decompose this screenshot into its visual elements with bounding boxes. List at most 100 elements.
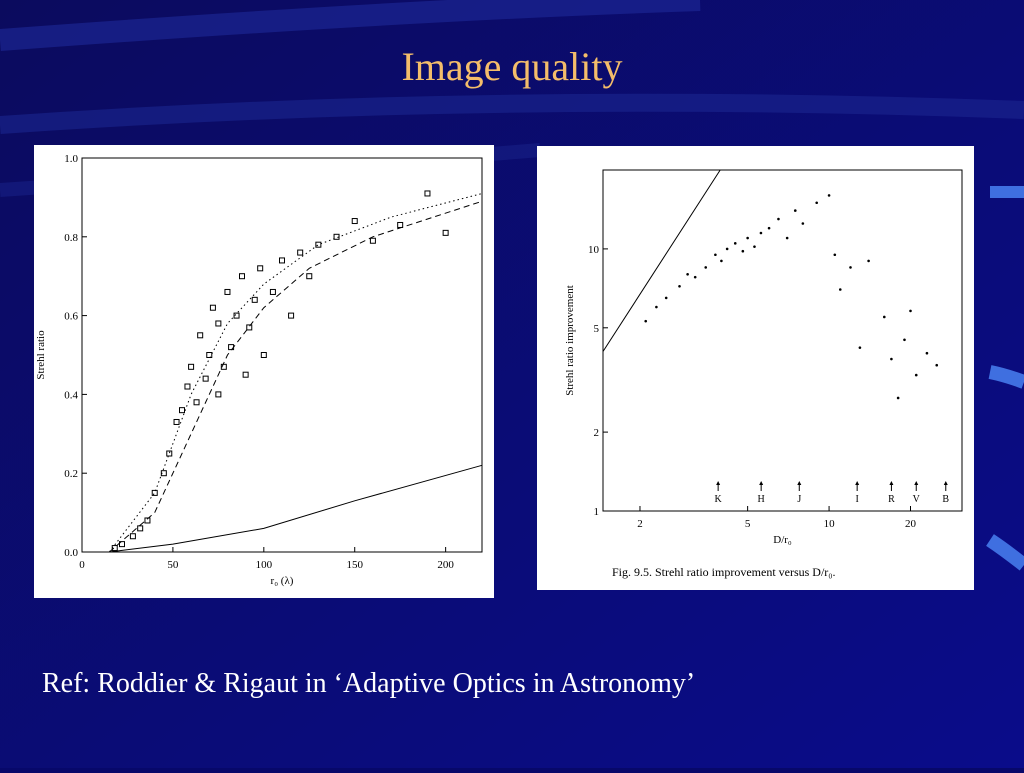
data-point (753, 245, 756, 248)
figure-panel (34, 145, 494, 598)
data-point (288, 312, 295, 319)
data-point (925, 351, 929, 355)
band-arrowhead (716, 481, 721, 485)
data-point (678, 284, 681, 288)
data-point (914, 373, 918, 377)
data-point (896, 396, 900, 400)
data-point (202, 375, 209, 382)
data-point (269, 288, 276, 295)
data-point (315, 241, 322, 248)
plot-frame (81, 157, 483, 553)
x-tick-label: 10 (824, 518, 836, 530)
x-tick-label: 200 (437, 559, 454, 571)
streak (0, 93, 1024, 134)
y-tick-label: 0.2 (64, 468, 78, 480)
data-point (173, 418, 180, 425)
data-point (251, 296, 258, 303)
data-point (655, 305, 658, 309)
band-arrowhead (797, 481, 802, 485)
data-point (119, 541, 125, 548)
x-tick-label: 0 (79, 559, 85, 571)
x-tick-label: 2 (637, 518, 643, 530)
data-point (184, 383, 191, 390)
data-point (733, 242, 737, 245)
data-point (246, 324, 253, 331)
y-tick-label: 5 (594, 323, 600, 335)
data-point (903, 338, 906, 342)
data-point (179, 407, 185, 414)
y-axis-label: Strehl ratio improvement (564, 285, 576, 396)
data-point (260, 352, 267, 358)
data-point (720, 259, 723, 263)
data-point (193, 399, 200, 406)
data-point (129, 533, 136, 540)
data-point (767, 226, 771, 230)
band-arrowhead (943, 481, 948, 485)
data-point (759, 231, 763, 235)
y-tick-label: 2 (594, 427, 600, 439)
data-point (279, 257, 285, 264)
curve (108, 200, 483, 553)
y-tick-label: 1 (594, 506, 600, 518)
slide-title: Image quality (401, 44, 622, 89)
data-point (777, 217, 780, 221)
x-tick-label: 50 (167, 559, 179, 571)
band-arrowhead (914, 481, 919, 485)
data-point (424, 190, 431, 197)
data-point (166, 450, 173, 457)
data-point (693, 275, 697, 279)
data-point (220, 363, 227, 370)
data-point (242, 371, 249, 378)
band-label: R (888, 494, 895, 505)
streak (0, 0, 701, 51)
data-point (741, 249, 745, 253)
figure-panel (537, 146, 974, 590)
data-point (151, 489, 158, 496)
data-point (233, 312, 240, 319)
data-point (188, 363, 195, 370)
band-label: B (942, 494, 949, 505)
data-point (239, 273, 245, 280)
data-point (206, 352, 213, 358)
band-label: V (913, 494, 921, 505)
data-point (746, 236, 749, 240)
data-point (785, 236, 789, 240)
data-point (935, 363, 939, 367)
y-tick-label: 10 (588, 244, 600, 256)
data-point (209, 304, 216, 311)
x-tick-label: 20 (905, 518, 917, 530)
x-axis-label: r₀ (λ) (271, 575, 294, 587)
band-arrowhead (889, 481, 894, 485)
x-axis-label: D/r₀ (773, 534, 792, 546)
band-label: J (797, 494, 801, 505)
data-point (224, 288, 231, 295)
data-point (714, 253, 717, 257)
x-tick-label: 5 (745, 518, 751, 530)
data-point (838, 288, 842, 291)
band-label: I (855, 494, 858, 505)
data-point (833, 253, 837, 257)
caption: Fig. 9.5. Strehl ratio improvement versu… (612, 565, 836, 579)
data-point (909, 309, 912, 313)
data-point (686, 273, 689, 276)
data-point (257, 265, 264, 272)
y-axis-label: Strehl ratio (35, 330, 47, 380)
data-point (882, 315, 886, 319)
band-label: H (758, 494, 765, 505)
x-tick-label: 100 (256, 559, 273, 571)
y-tick-label: 0.6 (64, 311, 78, 323)
y-tick-label: 1.0 (64, 153, 78, 165)
data-point (144, 517, 151, 524)
data-point (664, 296, 668, 300)
data-point (197, 332, 204, 339)
data-point (890, 357, 893, 361)
data-point (858, 346, 862, 349)
data-point (442, 229, 449, 236)
data-point (297, 249, 304, 256)
plot-frame (602, 169, 963, 512)
data-point (827, 194, 831, 197)
band-label: K (715, 494, 723, 505)
data-point (815, 201, 818, 205)
